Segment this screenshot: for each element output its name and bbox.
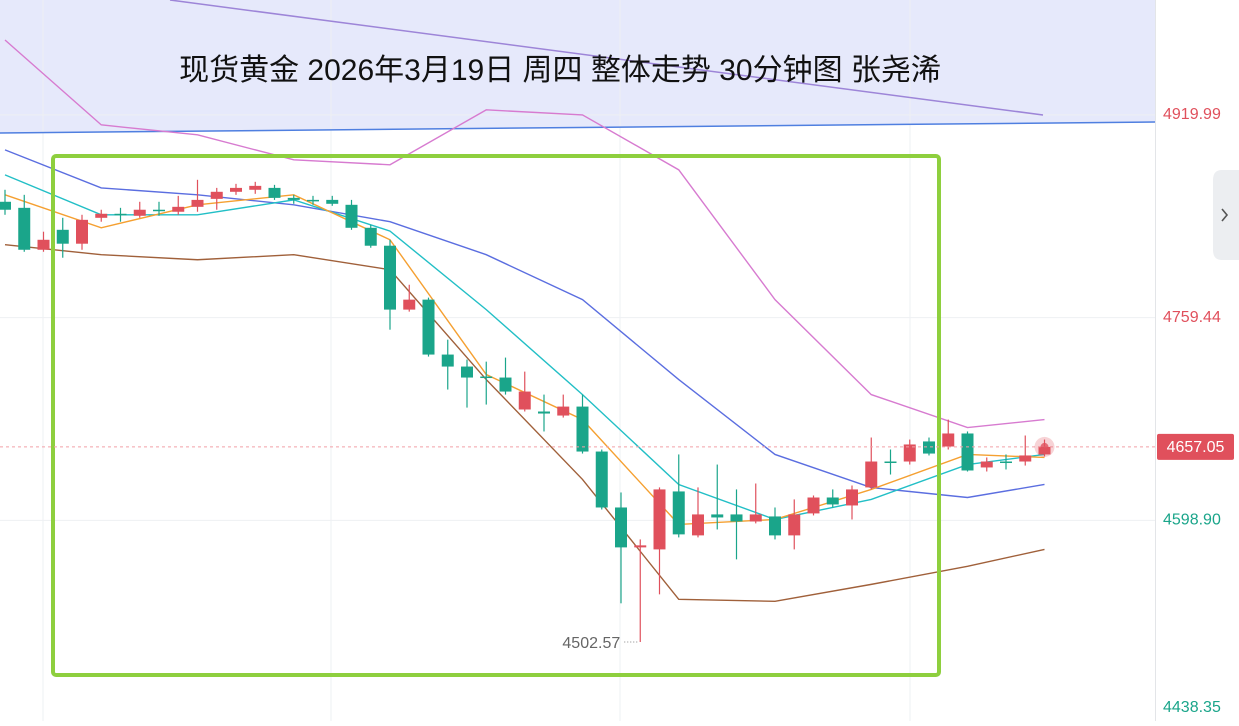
highlight-box bbox=[51, 154, 941, 677]
shaded-zone bbox=[0, 0, 1155, 133]
price-dot bbox=[1040, 442, 1049, 451]
candle-body bbox=[634, 545, 647, 548]
candle-body bbox=[769, 516, 781, 536]
indicator-line bbox=[4, 39, 1045, 429]
candle-body bbox=[1019, 455, 1032, 462]
candle-body bbox=[865, 461, 878, 488]
candle-body bbox=[307, 199, 319, 202]
y-tick-label: 4759.44 bbox=[1163, 309, 1221, 326]
candle-body bbox=[114, 213, 127, 216]
candle-body bbox=[711, 514, 724, 518]
candle-body bbox=[364, 227, 377, 246]
y-tick-label: 4438.35 bbox=[1163, 699, 1221, 716]
candle-body bbox=[1000, 461, 1012, 464]
candle-body bbox=[422, 299, 435, 355]
y-tick-label: 4919.99 bbox=[1163, 106, 1221, 123]
candle-body bbox=[287, 197, 300, 200]
candle-body bbox=[95, 213, 108, 218]
trend-line bbox=[0, 121, 1156, 134]
candle-body bbox=[345, 204, 358, 228]
candle-body bbox=[37, 239, 50, 250]
candle-body bbox=[441, 354, 454, 367]
candle-body bbox=[191, 199, 204, 207]
candles bbox=[0, 179, 1051, 642]
candle-body bbox=[499, 377, 512, 392]
candle-body bbox=[249, 185, 262, 190]
candle-body bbox=[518, 391, 531, 410]
indicator-line bbox=[4, 174, 1045, 521]
price-label-box bbox=[1157, 433, 1234, 460]
candle-body bbox=[807, 497, 820, 514]
y-tick-label: 4598.90 bbox=[1163, 512, 1221, 529]
candle-body bbox=[153, 209, 165, 212]
candle-body bbox=[576, 406, 589, 452]
candle-body bbox=[480, 376, 493, 379]
candle-body bbox=[538, 411, 550, 414]
side-tab-arrow[interactable] bbox=[1221, 208, 1229, 222]
overlay: 4502.57 bbox=[0, 436, 1155, 652]
candle-body bbox=[76, 219, 88, 244]
indicator-line bbox=[4, 149, 1045, 499]
candle-body bbox=[230, 187, 242, 192]
candle-body bbox=[56, 229, 69, 244]
candle-body bbox=[268, 187, 281, 198]
y-axis: 4919.99 4759.44 4598.90 4438.35 4657.05 bbox=[1157, 106, 1234, 716]
trend-line bbox=[169, 0, 1044, 116]
candle-body bbox=[961, 433, 974, 471]
candle-body bbox=[884, 461, 897, 464]
candle-body bbox=[172, 206, 185, 212]
low-annotation: 4502.57 bbox=[562, 635, 620, 652]
candle-body bbox=[403, 299, 416, 310]
indicator-lines bbox=[4, 39, 1045, 602]
candle-body bbox=[942, 433, 955, 447]
chart-title: 现货黄金 2026年3月19日 周四 整体走势 30分钟图 张尧浠 bbox=[179, 54, 941, 87]
candle-body bbox=[210, 191, 223, 199]
candle-body bbox=[749, 514, 762, 522]
candle-body bbox=[595, 451, 608, 508]
candle-body bbox=[980, 461, 993, 468]
candle-body bbox=[461, 366, 473, 378]
candle-body bbox=[615, 507, 627, 548]
candle-body bbox=[133, 209, 146, 216]
candle-body bbox=[903, 444, 916, 462]
candle-body bbox=[692, 514, 704, 536]
candle-body bbox=[384, 245, 396, 310]
candle-body bbox=[326, 199, 339, 204]
indicator-line bbox=[4, 244, 1045, 602]
candle-body bbox=[788, 514, 801, 536]
candle-body bbox=[0, 201, 11, 210]
candle-body bbox=[557, 406, 570, 416]
candle-body bbox=[672, 491, 685, 535]
candle-body bbox=[18, 207, 31, 250]
candle-body bbox=[923, 441, 935, 454]
candle-body bbox=[846, 489, 858, 506]
candle-body bbox=[826, 497, 839, 505]
candle-body bbox=[730, 514, 743, 522]
price-label: 4657.05 bbox=[1167, 439, 1225, 456]
candle-body bbox=[653, 489, 666, 550]
